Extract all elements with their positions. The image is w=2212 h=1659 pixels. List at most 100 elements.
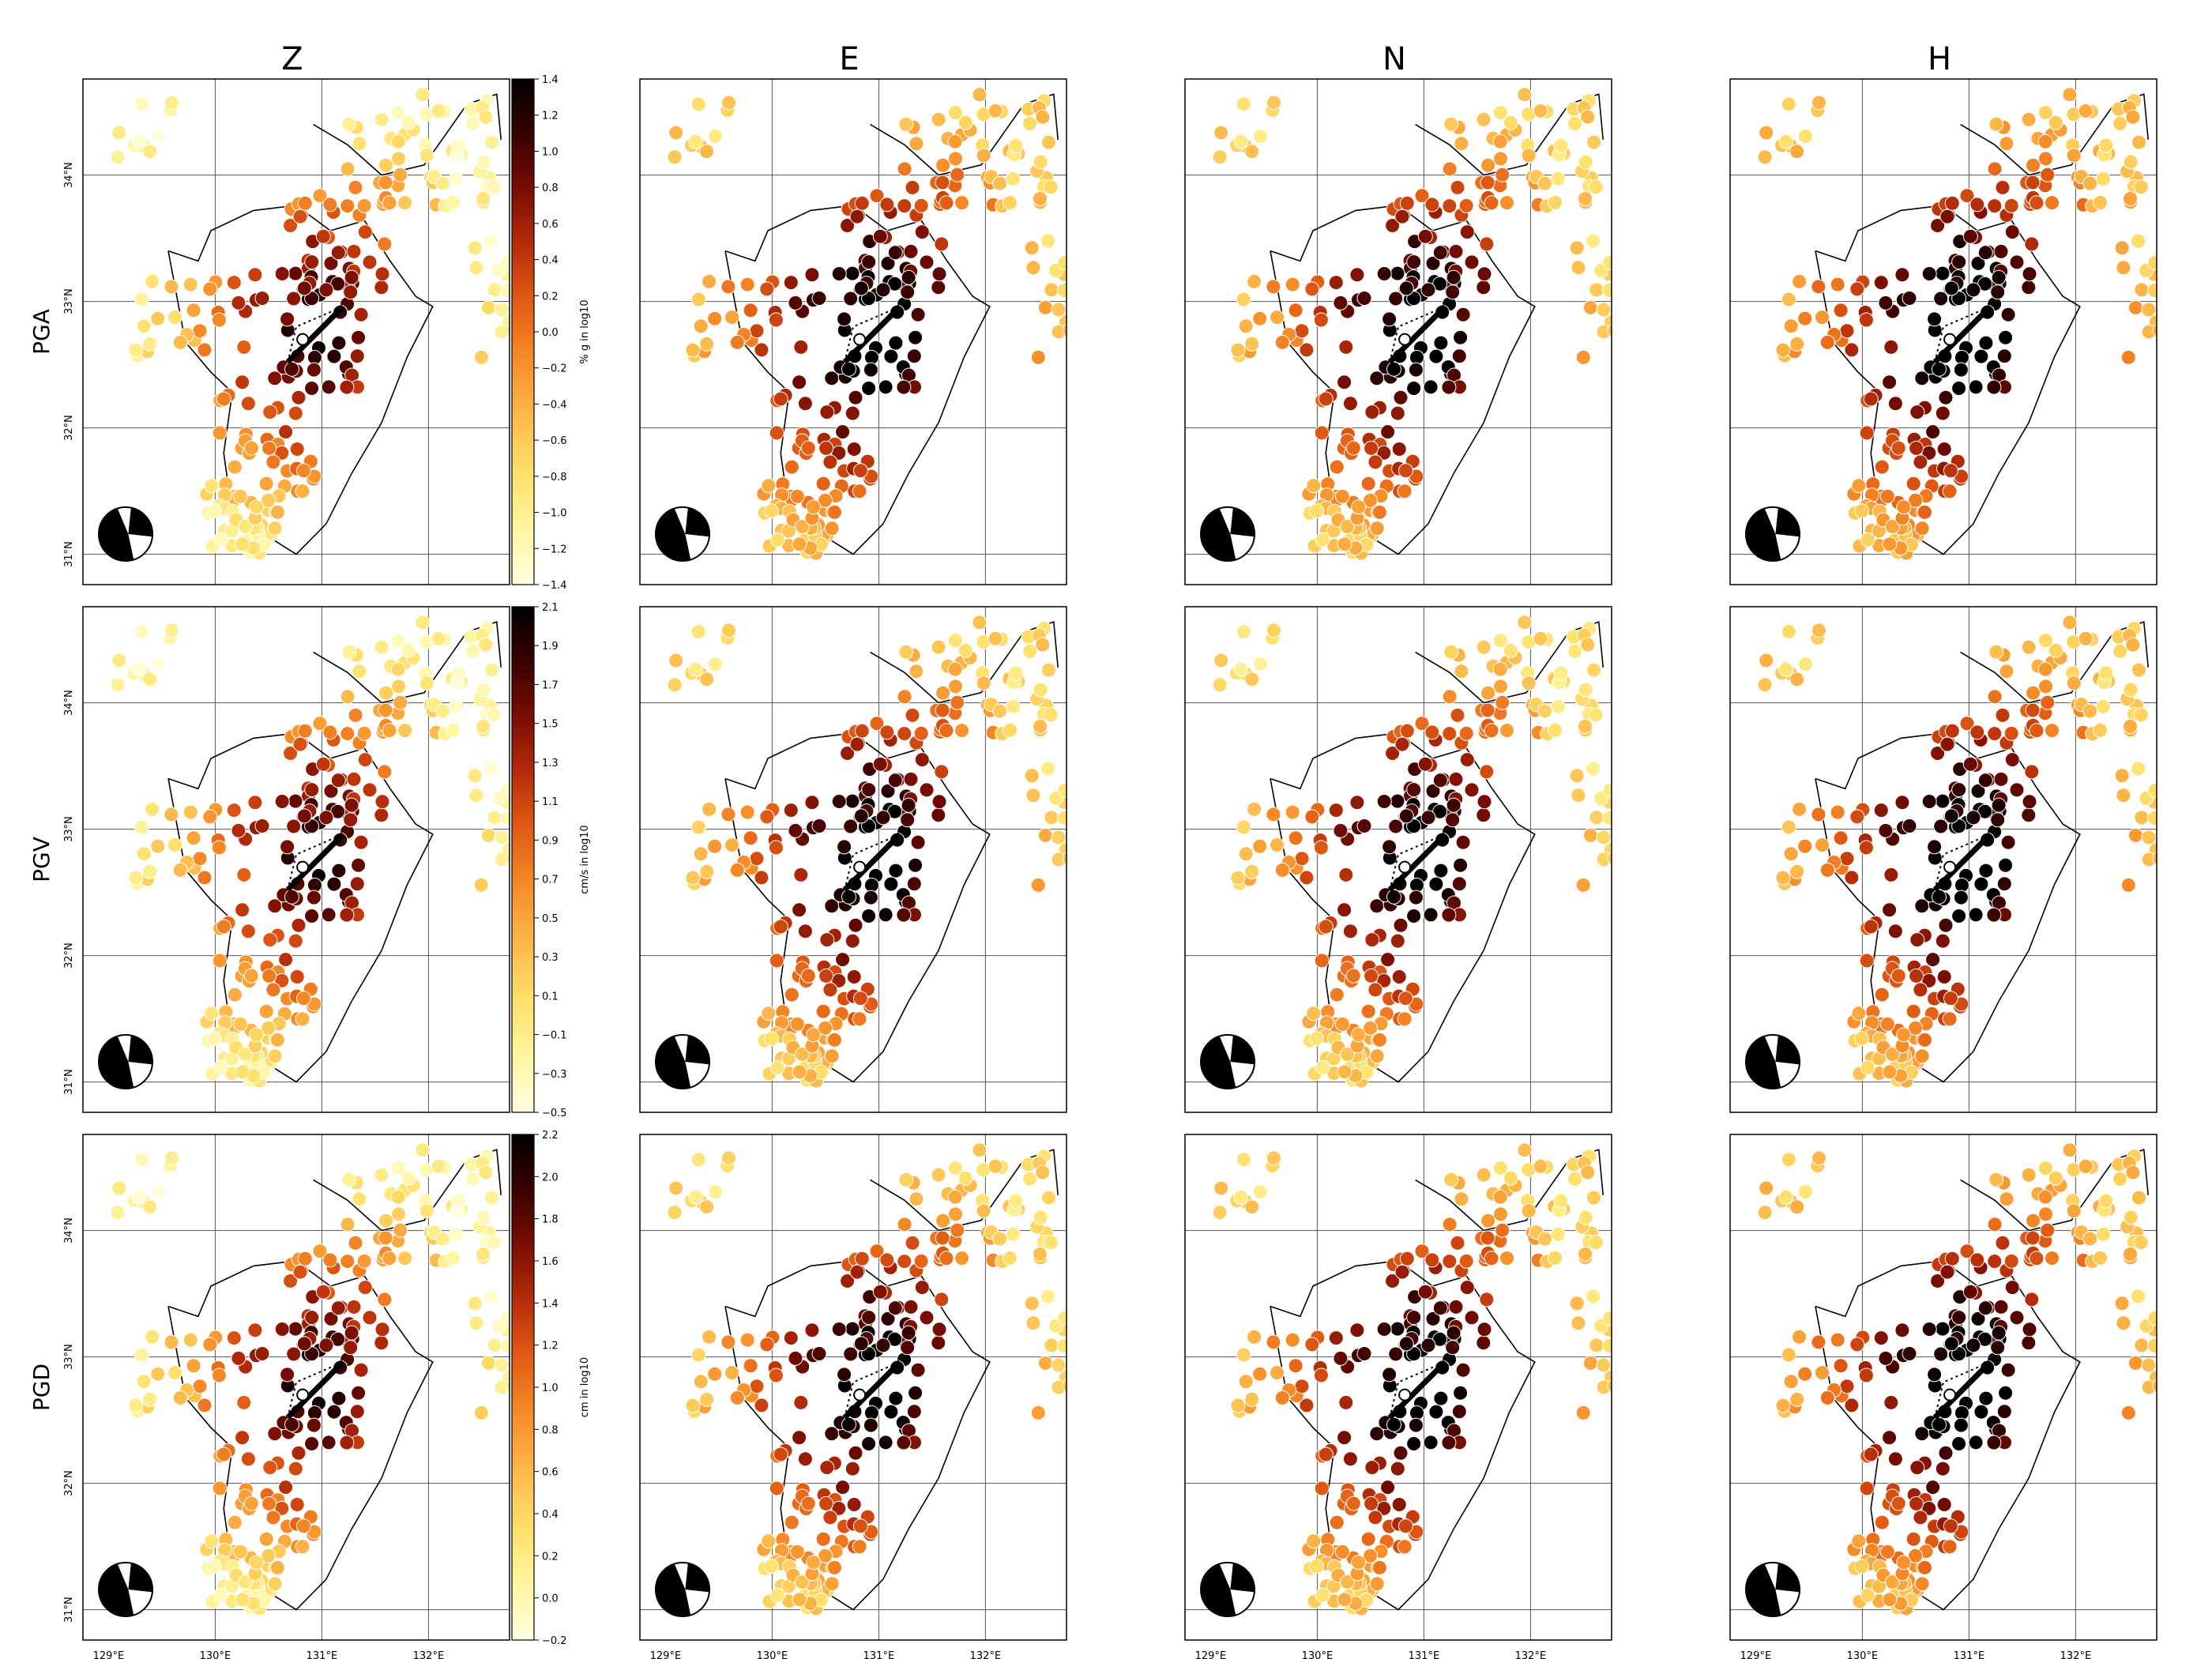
station-marker (1236, 624, 1251, 640)
station-marker (768, 312, 784, 328)
station-marker (883, 876, 899, 892)
station-marker (1996, 348, 2012, 364)
station-marker (227, 459, 243, 475)
station-marker (1337, 902, 1352, 918)
station-marker (1025, 260, 1041, 276)
coastline (1415, 1149, 1604, 1232)
station-marker (2000, 307, 2016, 322)
station-marker (278, 1480, 294, 1495)
station-marker (111, 125, 127, 141)
station-marker (340, 726, 356, 742)
station-marker (875, 1337, 891, 1353)
station-marker (1757, 1205, 1773, 1221)
station-marker (1580, 109, 1596, 125)
fault-trace (842, 832, 902, 892)
station-marker (1778, 1189, 1794, 1205)
station-marker (1859, 1480, 1875, 1496)
station-marker (861, 782, 877, 798)
station-marker (815, 1003, 831, 1019)
station-marker (1266, 95, 1281, 111)
coastline (870, 93, 1059, 176)
station-marker (1484, 195, 1499, 211)
station-marker (1882, 1064, 1898, 1080)
station-marker (1596, 1357, 1612, 1373)
station-marker (254, 1346, 270, 1361)
station-marker (467, 1296, 483, 1311)
station-marker (1349, 1322, 1365, 1338)
station-marker (1492, 1161, 1508, 1176)
colorbar-unit-label: % g in log10 (579, 299, 591, 363)
station-marker (1499, 1251, 1514, 1266)
fault-trace (1932, 1360, 1992, 1420)
station-marker (296, 1336, 312, 1352)
station-marker (947, 105, 963, 121)
station-marker (784, 987, 799, 1003)
station-marker (265, 982, 281, 998)
station-marker (690, 624, 706, 640)
station-marker (1253, 129, 1268, 145)
station-marker (797, 1451, 813, 1467)
station-marker (247, 795, 263, 811)
station-marker (1878, 1350, 1894, 1366)
station-marker (2116, 788, 2131, 803)
station-marker (2029, 195, 2045, 211)
station-marker (1943, 1336, 1959, 1352)
map-panel-pgv-z: 34°N33°N32°N31°N (63, 606, 510, 1113)
station-marker (1057, 1311, 1066, 1326)
station-marker (278, 952, 294, 968)
station-marker (818, 968, 834, 984)
longitude-label: 129°E (1195, 1650, 1227, 1659)
focal-mechanism-icon (1200, 1034, 1255, 1089)
colorbar-tick-label: 1.6 (542, 1256, 559, 1268)
latitude-label: 32°N (63, 415, 75, 441)
longitude-label: 130°E (1847, 1650, 1879, 1659)
fault-trace (842, 1360, 902, 1420)
station-marker (419, 148, 434, 164)
epicenter-star (1398, 1388, 1412, 1401)
latitude-label: 33°N (63, 1344, 75, 1370)
station-marker (331, 335, 347, 351)
longitude-label: 132°E (413, 1650, 445, 1659)
station-marker (1578, 1247, 1593, 1262)
station-marker (685, 1398, 701, 1413)
station-marker (822, 1510, 838, 1525)
station-marker (1778, 134, 1794, 149)
station-marker (374, 1335, 389, 1351)
station-marker (1385, 1273, 1401, 1288)
station-marker (262, 1460, 278, 1476)
station-marker (908, 1385, 924, 1401)
station-marker (274, 266, 290, 281)
map-panel-pga-n (1184, 78, 1612, 585)
station-marker (905, 179, 920, 195)
station-marker (1446, 797, 1462, 813)
station-marker (792, 1592, 807, 1608)
map-frame (1729, 1134, 2157, 1641)
station-marker (1476, 280, 1492, 295)
station-marker (340, 689, 356, 705)
station-marker (2021, 639, 2037, 655)
station-marker (869, 188, 885, 204)
longitude-label: 132°E (2060, 1650, 2092, 1659)
station-marker (1995, 1235, 2011, 1251)
station-marker (1921, 266, 1937, 281)
fault-trace (1387, 304, 1447, 364)
station-marker (957, 1170, 973, 1186)
station-marker (1328, 1330, 1344, 1346)
station-marker (348, 1235, 363, 1251)
station-marker (476, 191, 491, 206)
station-marker (1575, 349, 1591, 365)
station-marker (1238, 1374, 1254, 1390)
station-marker (848, 1445, 863, 1461)
station-marker (323, 255, 339, 271)
station-marker (739, 276, 755, 292)
coastline (1270, 732, 1536, 1083)
station-marker (811, 1346, 827, 1361)
station-marker (1294, 851, 1310, 867)
station-marker (322, 197, 338, 213)
station-marker (1388, 818, 1404, 834)
station-marker (852, 463, 868, 479)
station-marker (773, 1446, 788, 1462)
station-marker (908, 1191, 924, 1207)
station-marker (788, 1350, 803, 1366)
station-marker (1894, 267, 1910, 283)
